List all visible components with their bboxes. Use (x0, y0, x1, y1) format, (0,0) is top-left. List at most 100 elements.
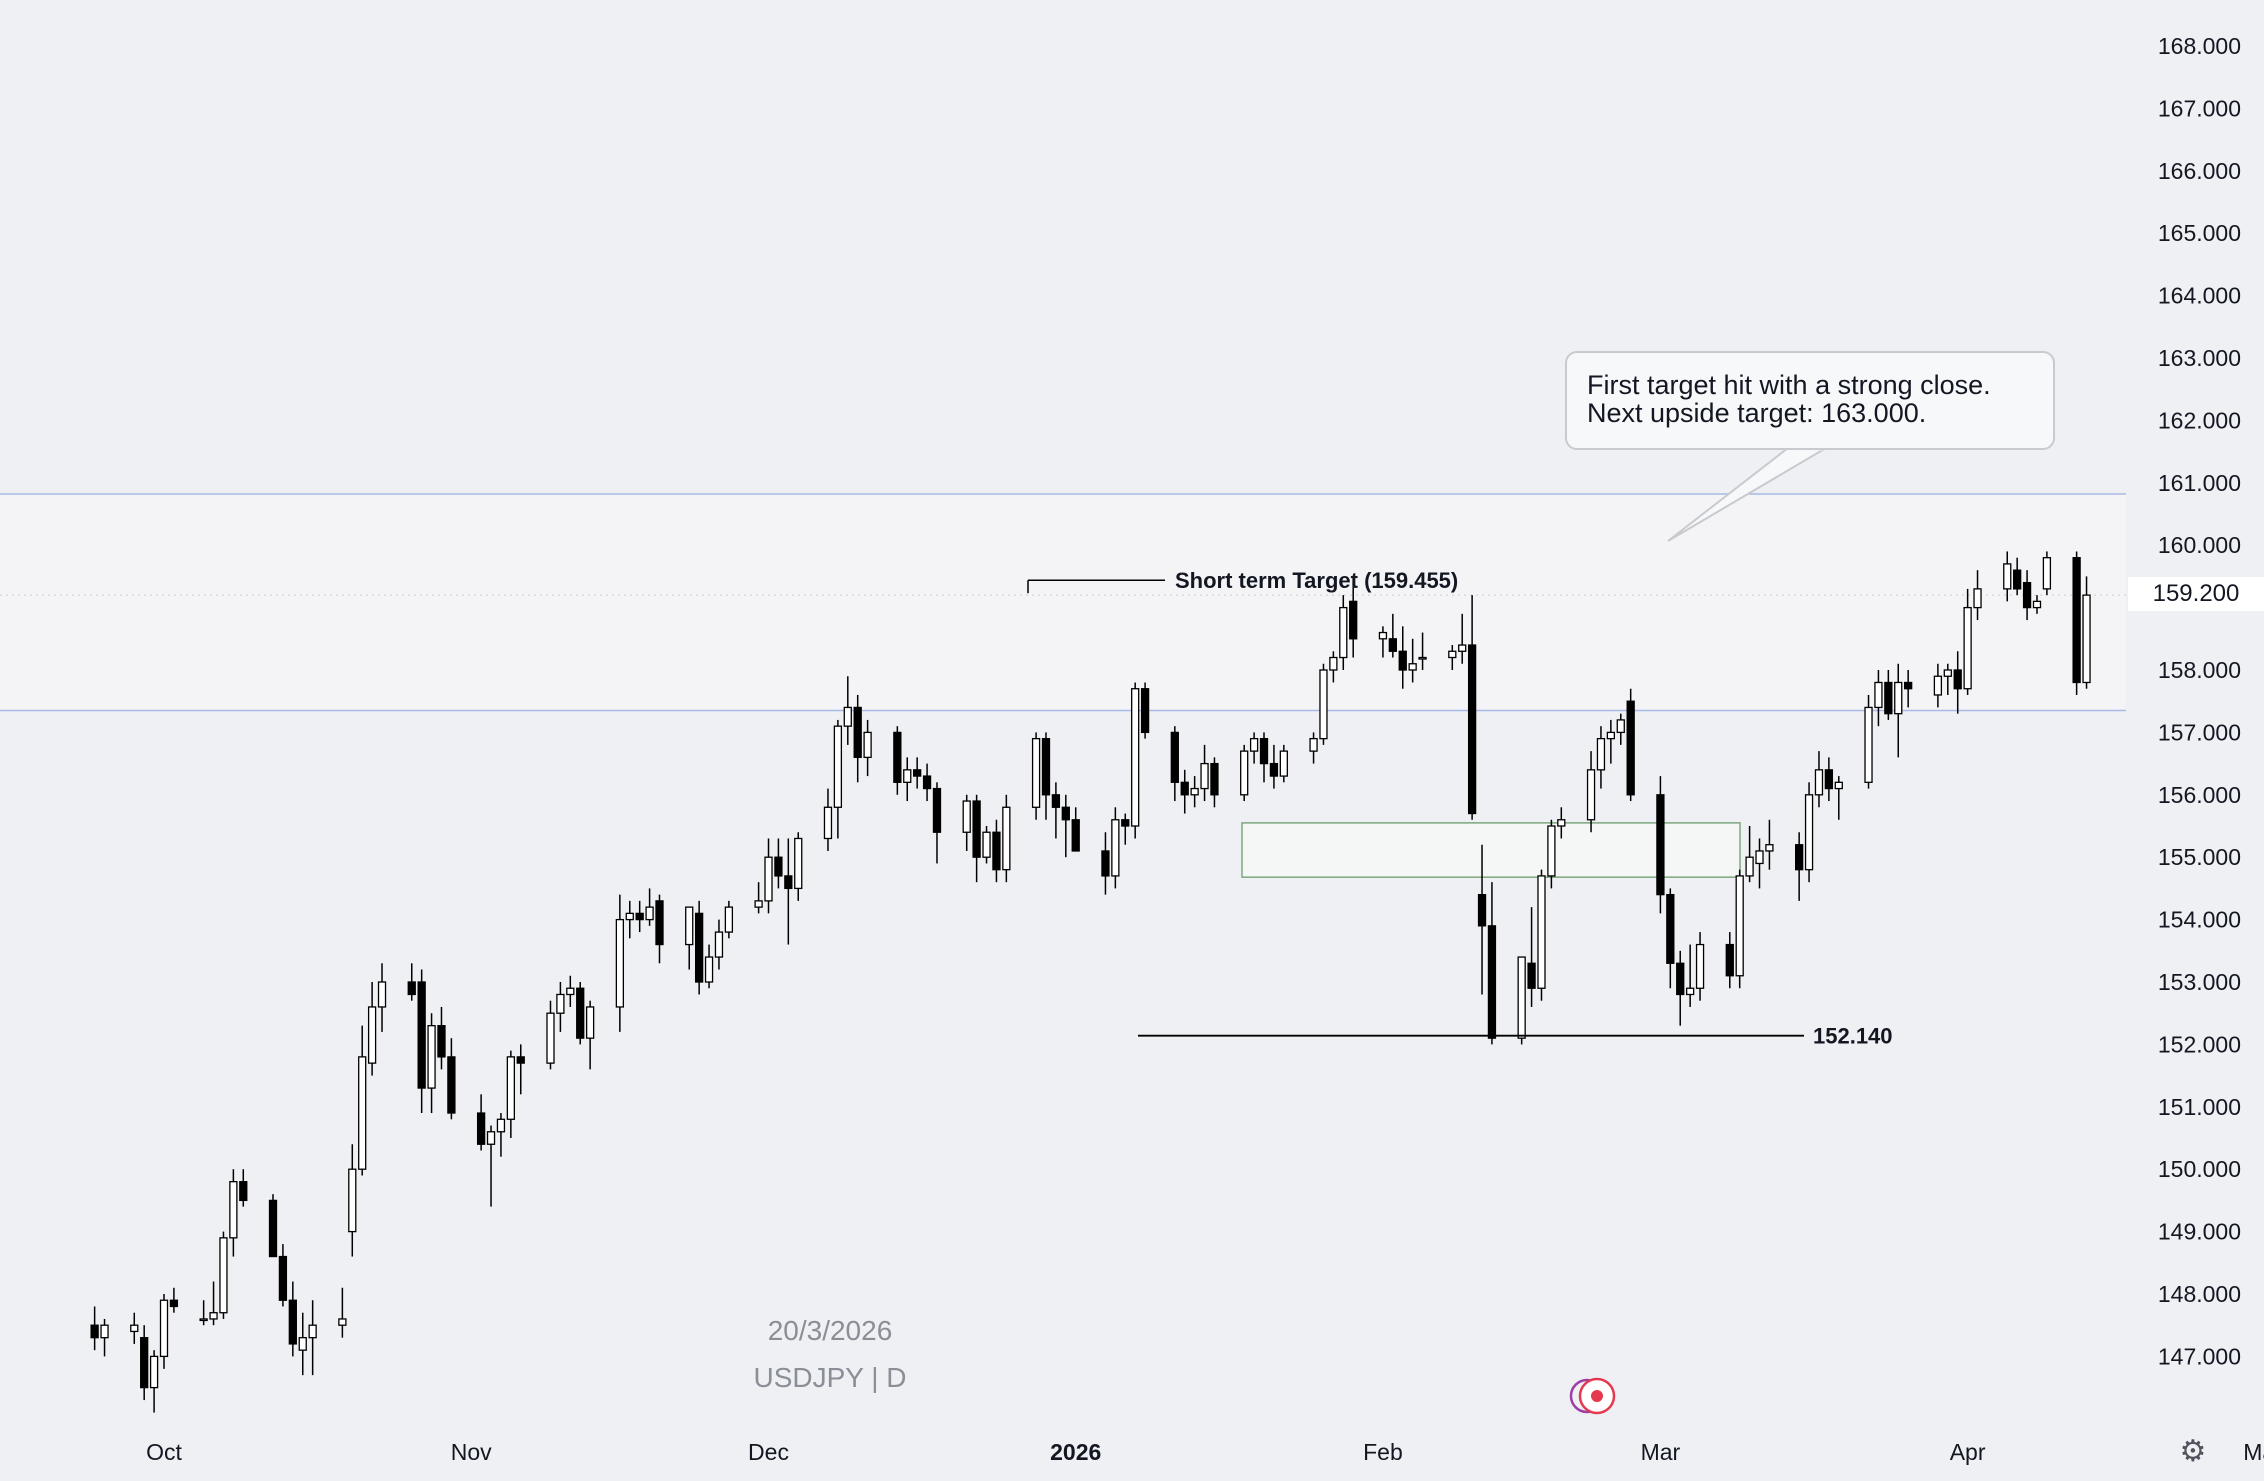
candle[interactable] (893, 726, 902, 795)
candle[interactable] (338, 1287, 347, 1338)
candle[interactable] (348, 1144, 357, 1257)
candle[interactable] (1557, 807, 1566, 839)
candle[interactable] (992, 819, 1001, 883)
candle[interactable] (1685, 944, 1695, 1007)
candle[interactable] (962, 794, 971, 851)
candle[interactable] (903, 757, 912, 802)
candle[interactable] (1180, 769, 1189, 814)
candle[interactable] (863, 719, 872, 777)
candle[interactable] (268, 1194, 278, 1258)
candle[interactable] (2072, 551, 2081, 695)
candle[interactable] (1864, 694, 1873, 789)
candle[interactable] (437, 1006, 446, 1070)
price-range-band[interactable] (0, 494, 2126, 711)
candle[interactable] (2003, 551, 2012, 602)
candle[interactable] (377, 963, 387, 1032)
candle[interactable] (1547, 819, 1556, 889)
candle[interactable] (239, 1169, 248, 1207)
replay-record-icon[interactable] (1565, 1376, 1625, 1416)
candle[interactable] (585, 1000, 595, 1070)
candle[interactable] (1765, 819, 1774, 870)
candle[interactable] (625, 900, 634, 939)
candle[interactable] (358, 1025, 367, 1176)
candle[interactable] (1240, 744, 1249, 802)
candle[interactable] (1874, 670, 1883, 727)
candle[interactable] (1259, 732, 1269, 783)
candle[interactable] (1735, 869, 1744, 989)
candle[interactable] (496, 1113, 506, 1157)
candle[interactable] (1695, 932, 1705, 1001)
demand-zone-box[interactable] (1241, 822, 1741, 878)
candle[interactable] (447, 1038, 456, 1120)
candle[interactable] (913, 757, 922, 789)
candle[interactable] (2013, 557, 2022, 596)
candle[interactable] (833, 719, 843, 839)
candle[interactable] (1458, 613, 1467, 664)
candle[interactable] (1963, 588, 1972, 695)
candle[interactable] (1666, 888, 1675, 989)
candle[interactable] (1606, 719, 1616, 764)
candle[interactable] (1349, 582, 1358, 658)
candle[interactable] (1279, 744, 1288, 783)
candle[interactable] (1973, 570, 1982, 621)
candle[interactable] (774, 838, 783, 889)
candle[interactable] (298, 1312, 307, 1376)
candle[interactable] (417, 969, 426, 1114)
candle[interactable] (1319, 663, 1328, 745)
candle[interactable] (130, 1312, 139, 1344)
candle[interactable] (1329, 651, 1338, 683)
candle[interactable] (1398, 626, 1407, 689)
candle[interactable] (714, 919, 724, 970)
candle[interactable] (1804, 782, 1814, 883)
candle[interactable] (140, 1325, 149, 1401)
candle[interactable] (407, 963, 416, 1001)
candle[interactable] (1170, 726, 1179, 802)
candle[interactable] (754, 882, 763, 914)
candle[interactable] (1031, 732, 1041, 820)
candle[interactable] (2022, 570, 2032, 621)
candle[interactable] (1448, 645, 1457, 670)
candle[interactable] (1616, 713, 1625, 745)
candle[interactable] (159, 1294, 169, 1369)
candle[interactable] (615, 894, 625, 1032)
candle[interactable] (1626, 688, 1635, 802)
candle[interactable] (922, 763, 932, 802)
candle[interactable] (972, 794, 981, 883)
candle[interactable] (556, 982, 565, 1032)
candle[interactable] (843, 676, 852, 745)
candle[interactable] (1487, 882, 1497, 1045)
candle[interactable] (1071, 807, 1080, 852)
candle[interactable] (100, 1318, 109, 1357)
candle[interactable] (2032, 595, 2042, 614)
candle[interactable] (645, 888, 654, 926)
candle[interactable] (1408, 638, 1417, 683)
note-callout[interactable]: First target hit with a strong close. Ne… (1565, 351, 2055, 450)
candle[interactable] (982, 826, 991, 864)
candle[interactable] (1200, 744, 1209, 802)
candle[interactable] (1140, 682, 1150, 739)
candle[interactable] (1249, 732, 1259, 764)
candle[interactable] (1269, 744, 1279, 789)
candle[interactable] (367, 982, 377, 1076)
candle[interactable] (1309, 732, 1318, 764)
candle[interactable] (219, 1231, 228, 1319)
candle[interactable] (724, 900, 734, 939)
candle[interactable] (427, 1013, 436, 1114)
candle[interactable] (1131, 682, 1140, 839)
candle[interactable] (169, 1287, 179, 1313)
candle[interactable] (1517, 956, 1526, 1045)
candle[interactable] (1051, 782, 1061, 839)
candle[interactable] (685, 906, 694, 970)
candle[interactable] (1884, 670, 1893, 720)
candle[interactable] (576, 982, 585, 1045)
candle[interactable] (1477, 844, 1487, 995)
candle[interactable] (209, 1281, 218, 1326)
candle[interactable] (1795, 832, 1804, 901)
candle[interactable] (1824, 757, 1834, 802)
candle[interactable] (1596, 726, 1606, 789)
candle[interactable] (1904, 670, 1913, 708)
candle[interactable] (506, 1050, 516, 1138)
candle[interactable] (1418, 632, 1427, 670)
